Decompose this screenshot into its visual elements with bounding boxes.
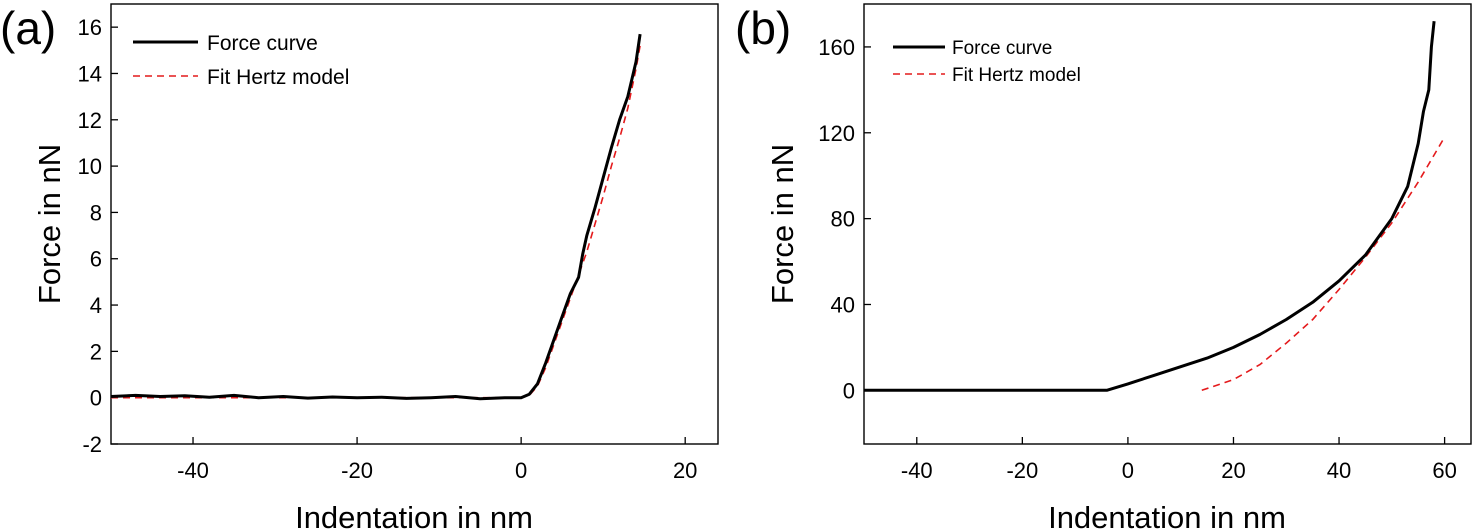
panel-b-x-tick-label-3: 20 [1221, 458, 1245, 483]
panel-a-x-tick-label-1: -20 [341, 458, 373, 483]
panel-b-y-tick-label-2: 80 [831, 207, 855, 232]
panel-b-frame [863, 3, 1472, 445]
panel-a-y-tick-label-0: -2 [82, 432, 102, 457]
panel-a-y-tick-label-5: 8 [90, 200, 102, 225]
panel-a-y-tick-label-8: 14 [78, 61, 102, 86]
panel-b: (b) -40 -20 0 20 40 60 0 40 80 120 160 Force curv… [735, 2, 1472, 530]
panel-a-series-fit-hertz [111, 45, 641, 399]
panel-a-y-tick-label-1: 0 [90, 386, 102, 411]
panel-b-x-tick-label-4: 40 [1327, 458, 1351, 483]
panel-b-series-force-curve [864, 21, 1436, 392]
panel-b-y-tick-label-0: 0 [843, 378, 855, 403]
panel-a-legend-label-force: Force curve [207, 32, 318, 55]
panel-a-series-force-curve [110, 33, 642, 401]
panel-b-series [864, 21, 1446, 392]
panel-b-legend-label-fit: Fit Hertz model [952, 65, 1081, 86]
panel-a-y-ticks: -2 0 2 4 6 8 10 12 14 16 [78, 15, 118, 457]
panel-a-x-axis-title: Indentation in nm [295, 500, 533, 530]
panel-a-y-tick-label-9: 16 [78, 15, 102, 40]
panel-b-x-axis-title: Indentation in nm [1048, 500, 1286, 530]
panel-b-legend-label-force: Force curve [952, 38, 1052, 59]
panel-b-x-tick-label-0: -40 [901, 458, 933, 483]
panel-a-y-tick-label-3: 4 [90, 293, 102, 318]
panel-a-x-tick-label-3: 20 [673, 458, 697, 483]
panel-a-legend: Force curve Fit Hertz model [133, 32, 349, 89]
panel-a-x-tick-label-0: -40 [177, 458, 209, 483]
panel-b-y-tick-label-1: 40 [831, 292, 855, 317]
panel-a-y-tick-label-7: 12 [78, 108, 102, 133]
panel-b-series-fit-hertz [1201, 136, 1446, 392]
panel-b-x-ticks: -40 -20 0 20 40 60 [901, 437, 1457, 483]
panel-a-y-tick-label-2: 2 [90, 339, 102, 364]
panel-b-y-ticks: 0 40 80 120 160 [818, 35, 871, 403]
panel-b-x-tick-label-1: -20 [1006, 458, 1038, 483]
panel-a-series [110, 33, 642, 401]
panel-a-y-axis-title: Force in nN [32, 144, 67, 304]
panel-b-label: (b) [735, 2, 791, 54]
panel-b-legend: Force curve Fit Hertz model [893, 38, 1081, 86]
panel-a-legend-label-fit: Fit Hertz model [207, 66, 349, 89]
panel-a-label: (a) [0, 2, 56, 54]
panel-a-x-tick-label-2: 0 [515, 458, 527, 483]
panel-a-frame [110, 3, 719, 445]
panel-b-y-tick-label-4: 160 [818, 35, 855, 60]
panel-b-x-tick-label-5: 60 [1432, 458, 1456, 483]
panel-a-y-tick-label-4: 6 [90, 247, 102, 272]
panel-a-x-ticks: -40 -20 0 20 [177, 437, 697, 483]
panel-b-y-axis-title: Force in nN [765, 144, 800, 304]
panel-b-y-tick-label-3: 120 [818, 121, 855, 146]
panel-b-x-tick-label-2: 0 [1122, 458, 1134, 483]
panel-a-y-tick-label-6: 10 [78, 154, 102, 179]
